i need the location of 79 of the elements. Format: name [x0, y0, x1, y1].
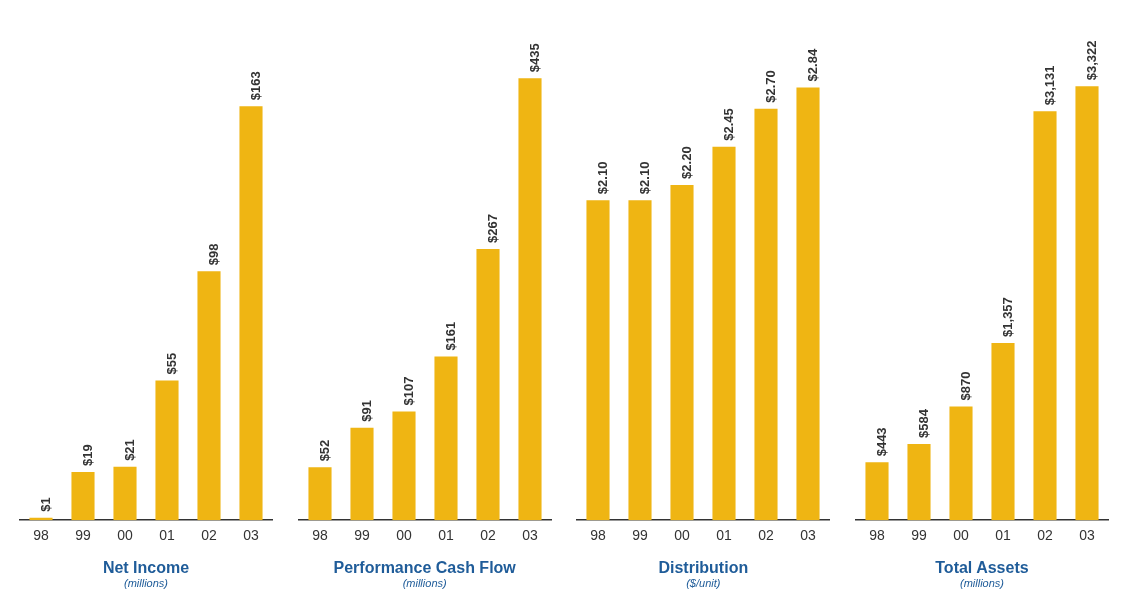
- x-tick-label: 00: [117, 527, 133, 544]
- data-label: $3,131: [1041, 65, 1057, 106]
- data-label: $163: [247, 71, 263, 101]
- x-tick-label: 03: [521, 527, 538, 544]
- x-tick-label: 01: [995, 527, 1011, 544]
- x-tick-label: 02: [479, 527, 496, 544]
- text: (millions): [124, 577, 168, 589]
- x-tick-label: 03: [800, 527, 817, 544]
- data-label: $2.10: [636, 161, 652, 195]
- data-label: $107: [400, 376, 416, 406]
- x-tick-label: 02: [758, 527, 775, 544]
- x-tick-label: 98: [33, 527, 49, 544]
- bar: [712, 146, 736, 521]
- bar: [754, 108, 778, 521]
- data-label: $1,357: [999, 297, 1015, 337]
- bar: [991, 342, 1015, 521]
- bar: [71, 471, 95, 521]
- x-tick-label: 98: [311, 527, 328, 544]
- bar: [155, 380, 179, 521]
- bar: [308, 467, 332, 521]
- text: (millions): [402, 577, 447, 589]
- bar: [907, 443, 931, 521]
- data-label: $98: [205, 243, 221, 266]
- text: (millions): [959, 577, 1004, 589]
- bar: [434, 356, 458, 521]
- x-tick-label: 00: [395, 527, 412, 544]
- x-tick-label: 02: [1037, 527, 1053, 544]
- bar: [796, 87, 820, 521]
- bar: [350, 427, 374, 521]
- data-label: $52: [316, 439, 332, 462]
- data-label: $2.20: [678, 146, 694, 179]
- text: Performance Cash Flow: [333, 559, 516, 577]
- x-tick-label: 99: [75, 527, 91, 544]
- data-label: $870: [957, 371, 973, 401]
- data-label: $267: [484, 214, 500, 243]
- x-tick-label: 98: [590, 527, 607, 544]
- data-label: $3,322: [1083, 40, 1099, 81]
- bar: [1075, 86, 1099, 521]
- bar: [197, 271, 221, 521]
- bar: [1033, 111, 1057, 521]
- data-label: $19: [79, 444, 95, 466]
- text: ($/unit): [686, 577, 721, 589]
- bar: [239, 106, 263, 521]
- bar: [628, 200, 652, 521]
- bar: [586, 200, 610, 521]
- text: Net Income: [102, 559, 190, 577]
- x-tick-label: 02: [201, 527, 217, 544]
- x-tick-label: 98: [869, 527, 885, 544]
- data-label: $2.45: [720, 108, 736, 141]
- x-tick-label: 99: [632, 527, 649, 544]
- bar: [476, 248, 500, 521]
- x-tick-label: 00: [953, 527, 969, 544]
- text: Distribution: [658, 559, 749, 577]
- data-label: $21: [121, 439, 137, 461]
- x-tick-label: 01: [159, 527, 175, 544]
- data-label: $443: [873, 427, 889, 457]
- bar: [392, 411, 416, 521]
- bar: [949, 406, 973, 521]
- x-tick-label: 99: [911, 527, 927, 544]
- data-label: $2.10: [594, 161, 610, 195]
- x-tick-label: 00: [674, 527, 691, 544]
- data-label: $2.70: [762, 70, 778, 103]
- x-tick-label: 01: [437, 527, 454, 544]
- data-label: $91: [358, 400, 374, 422]
- text: Total Assets: [935, 559, 1029, 577]
- bar: [518, 78, 542, 521]
- data-label: $1: [37, 497, 53, 512]
- data-label: $584: [915, 408, 931, 438]
- data-label: $435: [526, 43, 542, 73]
- data-label: $55: [163, 352, 179, 375]
- bar: [865, 462, 889, 521]
- x-tick-label: 03: [243, 527, 259, 544]
- data-label: $161: [442, 321, 458, 351]
- bar: [113, 466, 137, 521]
- x-tick-label: 03: [1079, 527, 1095, 544]
- x-tick-label: 99: [353, 527, 370, 544]
- x-tick-label: 01: [716, 527, 733, 544]
- bar: [670, 184, 694, 521]
- data-label: $2.84: [804, 48, 820, 82]
